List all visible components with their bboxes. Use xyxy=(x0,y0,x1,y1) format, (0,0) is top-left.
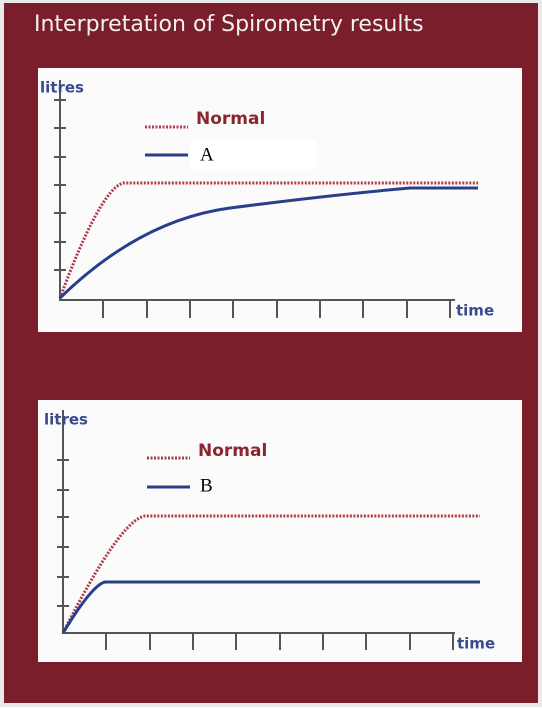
x-label: time xyxy=(456,302,494,320)
legend-label: B xyxy=(200,475,213,496)
curve-a xyxy=(58,186,478,300)
legend-label: Normal xyxy=(198,441,267,461)
panel-bg xyxy=(38,68,522,332)
tick-marks xyxy=(57,459,454,650)
curve-b xyxy=(61,580,480,634)
x-label: time xyxy=(457,635,495,653)
label-box xyxy=(190,140,316,170)
panel-b: litres time Normal B xyxy=(38,400,522,662)
legend-label: Normal xyxy=(196,109,265,129)
title: Interpretation of Spirometry results xyxy=(34,12,424,37)
normal-curve xyxy=(58,181,478,299)
axes xyxy=(59,80,455,301)
panel-bg xyxy=(38,400,522,662)
tick-marks xyxy=(54,99,451,318)
panel-a: litres time Normal A xyxy=(38,68,522,332)
legend-label: A xyxy=(200,144,214,165)
y-label: litres xyxy=(44,411,88,429)
normal-curve xyxy=(61,514,480,634)
y-label: litres xyxy=(40,79,84,97)
